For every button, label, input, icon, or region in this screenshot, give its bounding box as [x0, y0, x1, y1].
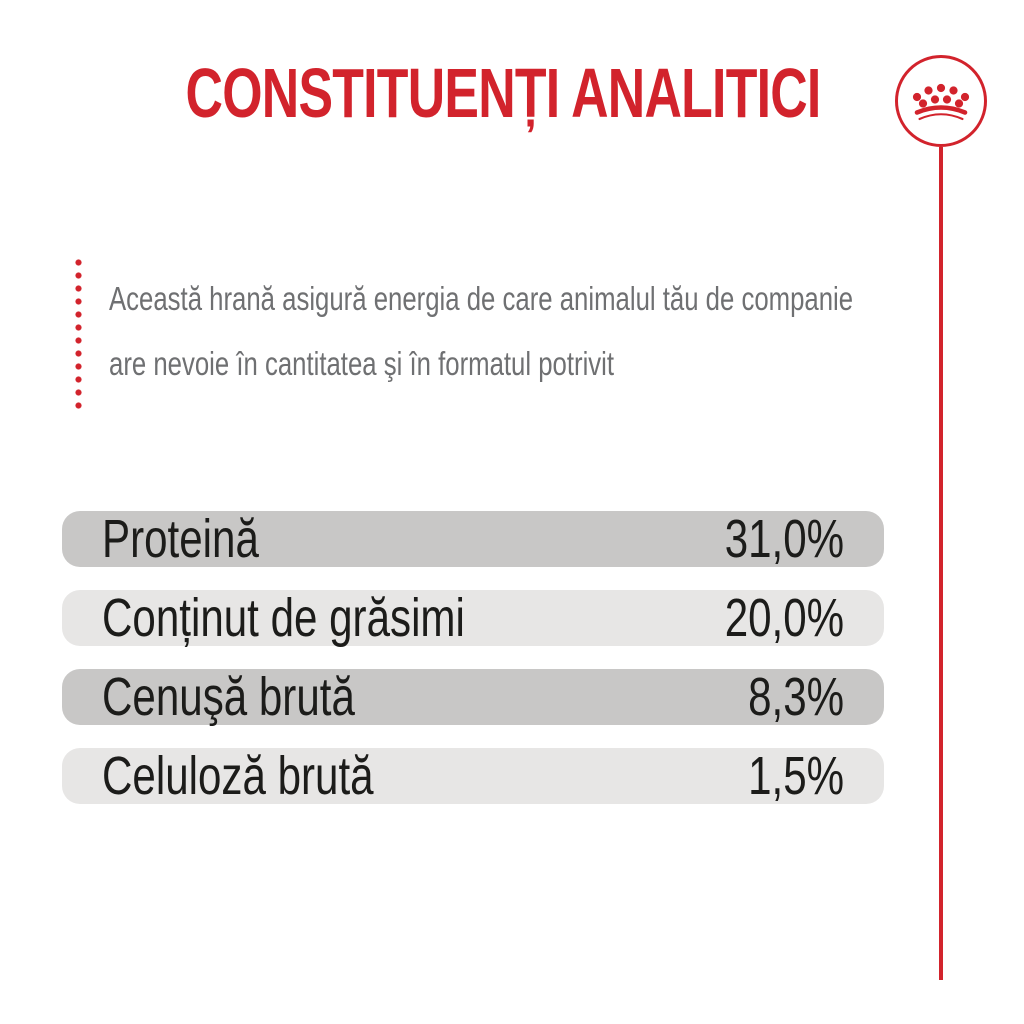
table-row: Conținut de grăsimi 20,0%	[62, 588, 884, 648]
nutrient-label: Proteină	[102, 509, 259, 569]
nutrient-value: 8,3%	[747, 667, 844, 727]
nutrient-value: 20,0%	[724, 588, 844, 648]
vertical-rule	[939, 147, 943, 980]
table-row: Celuloză brută 1,5%	[62, 746, 884, 806]
page-title: CONSTITUENȚI ANALITICI	[185, 54, 821, 132]
nutrient-label: Conținut de grăsimi	[102, 588, 465, 648]
crown-icon	[911, 78, 971, 124]
nutrition-table: Proteină 31,0% Conținut de grăsimi 20,0%…	[62, 509, 884, 827]
description-line-2: are nevoie în cantitatea şi în formatul …	[109, 345, 615, 382]
brand-logo-circle	[895, 55, 987, 147]
table-row: Proteină 31,0%	[62, 509, 884, 569]
nutrient-label: Celuloză brută	[102, 746, 374, 806]
table-row: Cenuşă brută 8,3%	[62, 667, 884, 727]
nutrient-value: 31,0%	[724, 509, 844, 569]
description-line-1: Această hrană asigură energia de care an…	[109, 280, 854, 317]
nutrient-label: Cenuşă brută	[102, 667, 355, 727]
dotted-rule	[75, 256, 82, 413]
nutrient-value: 1,5%	[747, 746, 844, 806]
header: CONSTITUENȚI ANALITICI	[0, 56, 1006, 130]
description-text: Această hrană asigură energia de care an…	[109, 266, 909, 396]
